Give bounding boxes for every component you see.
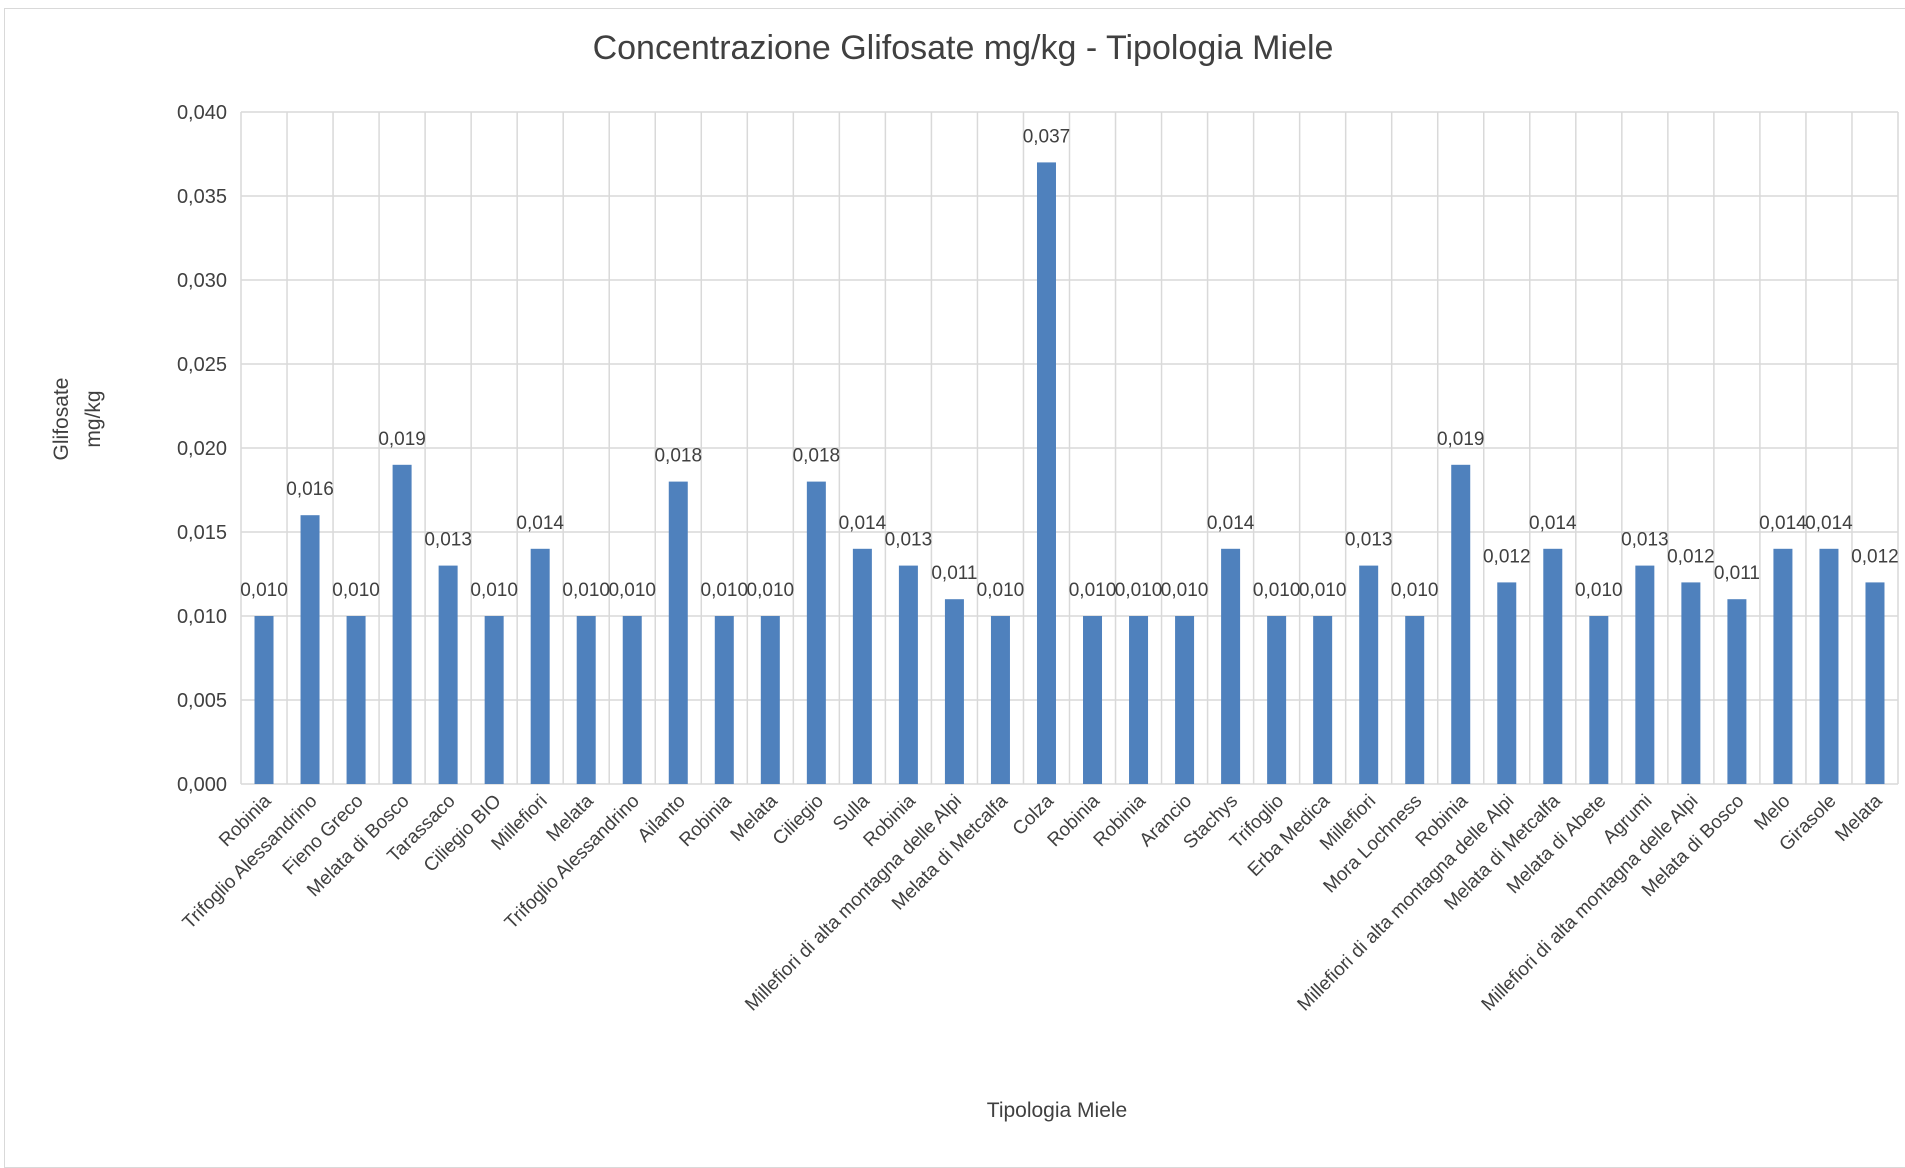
bar [530, 548, 550, 784]
bar [1589, 616, 1609, 784]
bar [852, 548, 872, 784]
data-label: 0,010 [1391, 580, 1439, 601]
bar [1727, 599, 1747, 784]
data-label: 0,010 [701, 580, 749, 601]
data-label: 0,013 [1345, 530, 1393, 551]
bar [806, 481, 826, 784]
data-label: 0,012 [1667, 546, 1715, 567]
data-labels: 0,010 0,016 0,010 0,019 0,013 0,010 0,014 0,010… [240, 126, 1899, 601]
bar [1865, 582, 1885, 784]
data-label: 0,014 [1759, 513, 1807, 534]
bar [1635, 565, 1655, 784]
data-label: 0,011 [1714, 563, 1760, 584]
data-label: 0,010 [470, 580, 518, 601]
x-tick-label: Melata [1831, 790, 1886, 845]
y-tick-label: 0,035 [177, 186, 227, 208]
bar [944, 599, 964, 784]
bar [1267, 616, 1287, 784]
bar [1451, 464, 1471, 784]
data-label: 0,014 [1207, 513, 1255, 534]
y-tick-label: 0,010 [177, 606, 227, 628]
gridlines [240, 111, 1899, 785]
bar [576, 616, 596, 784]
bars [254, 162, 1885, 784]
data-label: 0,012 [1483, 546, 1531, 567]
y-axis-label-line-1: Glifosate [50, 378, 73, 461]
data-label: 0,010 [1299, 580, 1347, 601]
bar [438, 565, 458, 784]
y-tick-label: 0,000 [177, 774, 227, 796]
bar [1175, 616, 1195, 784]
bar [622, 616, 642, 784]
data-label: 0,014 [1805, 513, 1853, 534]
data-label: 0,010 [747, 580, 795, 601]
y-tick-label: 0,025 [177, 354, 227, 376]
bar [898, 565, 918, 784]
bar [1083, 616, 1103, 784]
bar [1497, 582, 1517, 784]
data-label: 0,016 [286, 479, 334, 500]
data-label: 0,019 [1437, 429, 1485, 450]
bar [1819, 548, 1839, 784]
y-axis-label-line-2: mg/kg [82, 390, 105, 447]
x-axis-label: Tipologia Miele [987, 1099, 1127, 1122]
data-label: 0,037 [1023, 126, 1071, 147]
bar [300, 515, 320, 784]
y-axis-ticks: 0,000 0,005 0,010 0,015 0,020 0,025 0,030 0,035… [177, 102, 227, 796]
y-tick-label: 0,015 [177, 522, 227, 544]
y-tick-label: 0,030 [177, 270, 227, 292]
data-label: 0,014 [1529, 513, 1577, 534]
y-tick-label: 0,040 [177, 102, 227, 124]
data-label: 0,013 [885, 530, 933, 551]
data-label: 0,012 [1851, 546, 1899, 567]
bar [1221, 548, 1241, 784]
x-tick-label: Robinia [675, 790, 736, 851]
data-label: 0,014 [516, 513, 564, 534]
bar [1359, 565, 1379, 784]
chart-area: 0,000 0,005 0,010 0,015 0,020 0,025 0,030 0,035… [4, 8, 1905, 1168]
data-label: 0,010 [1069, 580, 1117, 601]
data-label: 0,010 [1253, 580, 1301, 601]
bar [254, 616, 274, 784]
bar [1681, 582, 1701, 784]
data-label: 0,010 [1575, 580, 1623, 601]
bar [1036, 162, 1056, 784]
bar [990, 616, 1010, 784]
bar [1129, 616, 1149, 784]
y-tick-label: 0,020 [177, 438, 227, 460]
bar [1313, 616, 1333, 784]
data-label: 0,010 [562, 580, 610, 601]
data-label: 0,011 [931, 563, 977, 584]
bar [346, 616, 366, 784]
data-label: 0,010 [332, 580, 380, 601]
chart-title: Concentrazione Glifosate mg/kg - Tipolog… [593, 29, 1334, 67]
bar [714, 616, 734, 784]
bar [1543, 548, 1563, 784]
data-label: 0,010 [1161, 580, 1209, 601]
data-label: 0,010 [240, 580, 288, 601]
data-label: 0,013 [1621, 530, 1669, 551]
data-label: 0,010 [1115, 580, 1163, 601]
x-tick-label: Ciliegio [769, 791, 828, 850]
bar [1405, 616, 1425, 784]
data-label: 0,013 [424, 530, 472, 551]
data-label: 0,010 [977, 580, 1025, 601]
bar [1773, 548, 1793, 784]
y-tick-label: 0,005 [177, 690, 227, 712]
bar [760, 616, 780, 784]
data-label: 0,018 [793, 446, 841, 467]
data-label: 0,010 [608, 580, 656, 601]
data-label: 0,018 [654, 446, 702, 467]
bar [392, 464, 412, 784]
data-label: 0,019 [378, 429, 426, 450]
bar [668, 481, 688, 784]
bar [484, 616, 504, 784]
bar-chart: 0,000 0,005 0,010 0,015 0,020 0,025 0,030 0,035… [50, 29, 1899, 1122]
data-label: 0,014 [839, 513, 887, 534]
